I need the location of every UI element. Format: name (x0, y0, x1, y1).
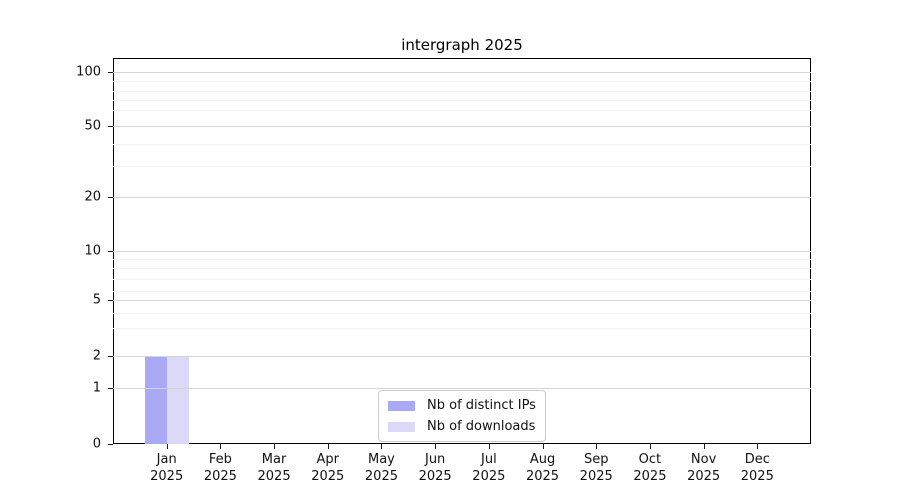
gridline-minor (113, 259, 811, 261)
bar (144, 355, 167, 444)
x-tick-mark (703, 444, 705, 449)
x-tick-mark (166, 444, 168, 449)
x-tick-year: 2025 (257, 469, 291, 484)
y-tick-mark (108, 125, 113, 127)
x-tick-year: 2025 (579, 469, 613, 484)
y-tick-mark (108, 388, 113, 390)
legend-swatch-downloads-icon (388, 421, 415, 432)
legend-item-downloads: Nb of downloads (388, 416, 536, 437)
bar (166, 355, 189, 444)
x-tick-label: May 2025 (349, 451, 413, 485)
gridline-minor (113, 166, 811, 168)
gridline-minor (113, 81, 811, 83)
y-tick-label: 20 (84, 189, 101, 205)
x-tick-mark (542, 444, 544, 449)
y-tick-mark (108, 71, 113, 73)
x-tick-mark (649, 444, 651, 449)
x-tick-year: 2025 (687, 469, 721, 484)
gridline-major (113, 71, 811, 73)
x-tick-year: 2025 (364, 469, 398, 484)
gridline-minor (113, 328, 811, 330)
gridline-minor (113, 91, 811, 93)
x-tick-year: 2025 (150, 469, 184, 484)
gridline-major (113, 388, 811, 390)
x-tick-label: Oct 2025 (618, 451, 682, 485)
x-tick-label: Jun 2025 (403, 451, 467, 485)
x-tick-mark (381, 444, 383, 449)
legend-swatch-distinct-ips-icon (388, 400, 415, 411)
x-tick-label: Mar 2025 (242, 451, 306, 485)
gridline-minor (113, 291, 811, 293)
y-tick-mark (108, 355, 113, 357)
gridline-minor (113, 312, 811, 314)
gridline-minor (113, 100, 811, 102)
y-tick-mark (108, 300, 113, 302)
y-tick-mark (108, 251, 113, 252)
y-tick-label: 2 (92, 348, 101, 364)
x-tick-label: Nov 2025 (672, 451, 736, 485)
x-tick-mark (596, 444, 598, 449)
x-tick-label: Jul 2025 (457, 451, 521, 485)
x-tick-mark (757, 444, 759, 449)
x-tick-year: 2025 (203, 469, 237, 484)
x-tick-mark (220, 444, 222, 449)
x-tick-year: 2025 (740, 469, 774, 484)
legend: Nb of distinct IPs Nb of downloads (378, 390, 546, 442)
x-tick-label: Sep 2025 (564, 451, 628, 485)
x-tick-label: Apr 2025 (296, 451, 360, 485)
gridline-major (113, 196, 811, 198)
x-tick-year: 2025 (311, 469, 345, 484)
x-tick-label: Feb 2025 (188, 451, 252, 485)
x-tick-year: 2025 (525, 469, 560, 484)
gridline-major (113, 300, 811, 302)
y-tick-label: 50 (84, 118, 101, 134)
x-tick-mark (274, 444, 276, 449)
gridline-major (113, 251, 811, 252)
y-tick-mark (108, 196, 113, 198)
x-tick-mark (488, 444, 490, 449)
y-tick-label: 5 (92, 292, 101, 308)
y-tick-label: 1 (92, 380, 101, 396)
gridline-minor (113, 279, 811, 281)
x-tick-mark (435, 444, 437, 449)
y-tick-label: 100 (76, 64, 101, 79)
x-tick-year: 2025 (418, 469, 452, 484)
legend-label-downloads: Nb of downloads (427, 419, 536, 434)
gridline-minor (113, 143, 811, 145)
legend-label-distinct-ips: Nb of distinct IPs (427, 398, 536, 413)
chart-title: intergraph 2025 (401, 36, 523, 54)
x-tick-label: Jan 2025 (135, 451, 199, 485)
y-tick-mark (108, 444, 113, 445)
x-tick-label: Dec 2025 (725, 451, 789, 485)
legend-item-distinct-ips: Nb of distinct IPs (388, 395, 536, 416)
x-tick-mark (327, 444, 329, 449)
x-tick-year: 2025 (472, 469, 506, 484)
x-tick-label: Aug 2025 (511, 451, 575, 485)
gridline-major (113, 125, 811, 127)
gridline-minor (113, 267, 811, 269)
x-tick-year: 2025 (633, 469, 667, 484)
y-tick-label: 10 (84, 243, 101, 259)
y-tick-label: 0 (92, 436, 101, 452)
gridline-minor (113, 110, 811, 112)
gridline-major (113, 355, 811, 357)
